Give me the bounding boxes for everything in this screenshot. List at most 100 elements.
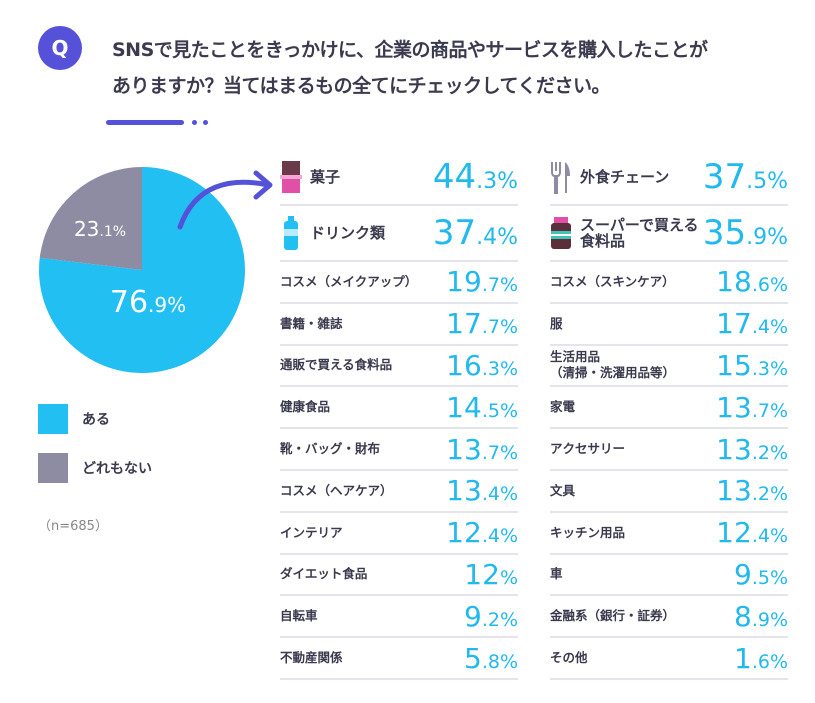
result-percent: 44.3% [432, 157, 518, 197]
result-row: コスメ（スキンケア） 18.6% [550, 262, 788, 304]
pie-chart: 76.9% 23.1% [39, 167, 246, 373]
chocolate-icon [280, 161, 302, 193]
result-row: 生活用品 （清掃・洗濯用品等） 15.3% [550, 346, 788, 388]
question-line-2: ありますか？当てはまるもの全てにチェックしてください。 [112, 75, 610, 97]
result-label: 菓子 [280, 159, 340, 195]
result-label: 車 [550, 566, 563, 582]
result-percent: 13.7% [716, 390, 788, 424]
result-label-text: 車 [550, 566, 563, 582]
result-row: ダイエット食品 12% [280, 555, 518, 597]
result-percent: 8.9% [733, 599, 788, 633]
result-row: 車 9.5% [550, 555, 788, 597]
result-row: 不動産関係 5.8% [280, 638, 518, 680]
result-label-text: 文具 [550, 482, 576, 498]
result-label: スーパーで買える 食料品 [550, 215, 699, 251]
result-label: アクセサリー [550, 441, 625, 457]
pie-label-yes: 76.9% [110, 285, 186, 320]
results-column-right: 外食チェーン 37.5% スーパーで買える 食料品 35.9% コスメ（スキンケア） 18.… [550, 150, 788, 680]
result-row: 外食チェーン 37.5% [550, 150, 788, 206]
result-label: コスメ（メイクアップ） [280, 274, 417, 290]
question-text: SNSで見たことをきっかけに、企業の商品やサービスを購入したことが ありますか？… [112, 32, 708, 104]
result-row: コスメ（ヘアケア） 13.4% [280, 471, 518, 513]
result-label: キッチン用品 [550, 525, 625, 541]
result-percent: 14.5% [446, 390, 518, 424]
pie-label-none: 23.1% [74, 217, 126, 241]
result-label: 文具 [550, 483, 575, 499]
result-label: 不動産関係 [280, 650, 343, 666]
result-label-text: 服 [550, 315, 563, 331]
sample-size: （n=685） [38, 519, 108, 534]
result-row: 菓子 44.3% [280, 150, 518, 206]
result-percent: 1.6% [733, 641, 788, 675]
result-percent: 35.9% [702, 213, 788, 253]
result-label-text: 家電 [550, 399, 576, 415]
legend-yes: ある [38, 404, 110, 434]
result-row: 文具 13.2% [550, 471, 788, 513]
result-label: 生活用品 （清掃・洗濯用品等） [550, 349, 675, 381]
result-label-text: 書籍・雑誌 [280, 315, 343, 331]
result-percent: 13.4% [446, 474, 518, 508]
result-label: インテリア [280, 525, 343, 541]
legend-none: どれもない [38, 453, 152, 483]
result-percent: 12.4% [716, 516, 788, 550]
result-percent: 13.7% [446, 432, 518, 466]
result-label-text: キッチン用品 [550, 524, 626, 540]
result-label: 金融系（銀行・証券） [550, 608, 675, 624]
result-row: 通販で買える食料品 16.3% [280, 346, 518, 388]
result-label-text: アクセサリー [550, 441, 626, 457]
result-label: 服 [550, 316, 563, 332]
pie-slice-none [39, 167, 142, 270]
jar-icon [551, 217, 571, 249]
result-percent: 12.4% [446, 516, 518, 550]
result-label: 書籍・雑誌 [280, 316, 343, 332]
result-label: ドリンク類 [280, 215, 385, 251]
result-label-text: インテリア [280, 524, 343, 540]
result-percent: 17.7% [446, 307, 518, 341]
result-row: スーパーで買える 食料品 35.9% [550, 206, 788, 262]
result-percent: 18.6% [716, 265, 788, 299]
result-percent: 16.3% [446, 348, 518, 382]
result-row: 健康食品 14.5% [280, 387, 518, 430]
arrow-icon [177, 170, 273, 230]
result-label-text: 通販で買える食料品 [280, 357, 393, 373]
result-label: コスメ（スキンケア） [550, 274, 675, 290]
question-line-1: SNSで見たことをきっかけに、企業の商品やサービスを購入したことが [112, 39, 708, 61]
result-label: 外食チェーン [550, 159, 669, 195]
result-row: 書籍・雑誌 17.7% [280, 304, 518, 346]
result-row: コスメ（メイクアップ） 19.7% [280, 262, 518, 304]
result-label-text: ダイエット食品 [280, 566, 368, 582]
result-percent: 13.2% [716, 474, 788, 508]
result-row: アクセサリー 13.2% [550, 429, 788, 471]
result-label-text: 生活用品 （清掃・洗濯用品等） [550, 349, 676, 381]
result-row: インテリア 12.4% [280, 513, 518, 555]
pie-slice-yes [39, 167, 246, 373]
result-row: 金融系（銀行・証券） 8.9% [550, 596, 788, 639]
legend-none-label: どれもない [82, 461, 152, 477]
result-percent: 15.3% [716, 348, 788, 382]
result-label: ダイエット食品 [280, 566, 367, 582]
result-label: 家電 [550, 399, 575, 415]
result-percent: 37.5% [702, 157, 788, 197]
result-label-text: コスメ（スキンケア） [550, 273, 675, 289]
result-label: コスメ（ヘアケア） [280, 483, 393, 499]
result-percent: 37.4% [432, 213, 518, 253]
result-percent: 5.8% [463, 641, 518, 675]
result-row: ドリンク類 37.4% [280, 206, 518, 262]
result-label-text: ドリンク類 [310, 224, 386, 242]
result-label: 靴・バッグ・財布 [280, 441, 380, 457]
result-label-text: 外食チェーン [580, 168, 670, 186]
result-row: キッチン用品 12.4% [550, 513, 788, 555]
result-label-text: 不動産関係 [280, 650, 343, 666]
result-label-text: その他 [550, 650, 588, 666]
result-label: 自転車 [280, 608, 318, 624]
result-label-text: 自転車 [280, 608, 318, 624]
result-label-text: スーパーで買える 食料品 [580, 216, 699, 250]
fork-knife-icon [551, 162, 570, 194]
result-label-text: コスメ（メイクアップ） [280, 273, 418, 289]
result-row: その他 1.6% [550, 638, 788, 680]
result-percent: 9.5% [733, 557, 788, 591]
result-row: 靴・バッグ・財布 13.7% [280, 429, 518, 471]
result-row: 服 17.4% [550, 304, 788, 346]
question-badge: Q [38, 26, 82, 70]
bottle-icon [284, 216, 298, 250]
